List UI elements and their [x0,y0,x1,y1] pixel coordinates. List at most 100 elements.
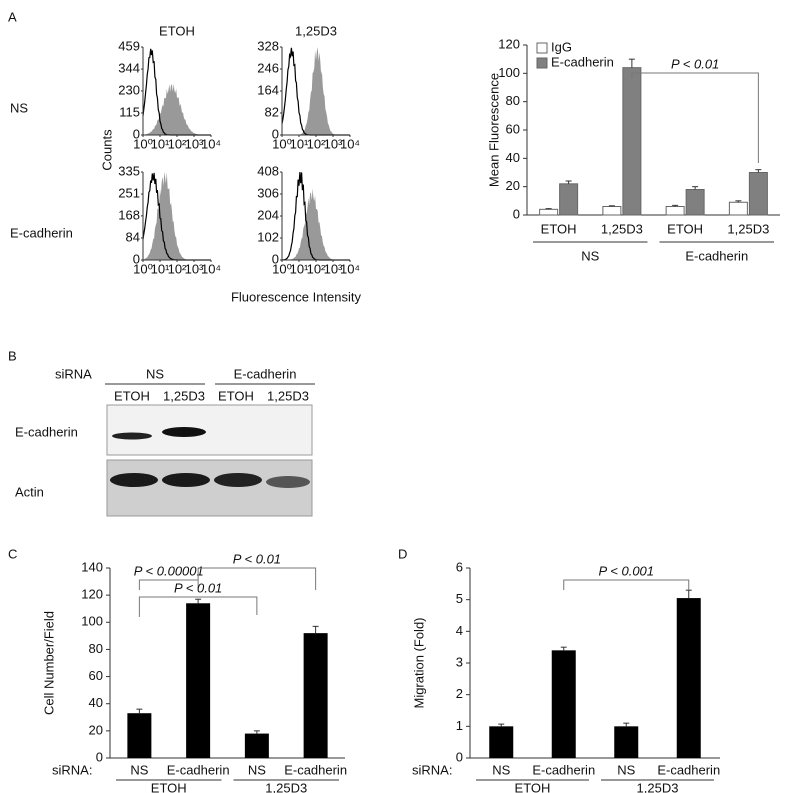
bar [244,733,269,758]
legend-swatch [536,57,548,69]
x-tick-label: 1,25D3 [601,221,643,236]
lane-label: 1,25D3 [267,388,309,403]
x-tick-label: E-cadherin [657,762,720,777]
y-tick-label: 459 [118,38,140,53]
category-prefix: siRNA: [52,762,92,777]
y-tick-label: 40 [506,150,520,165]
bar [748,172,768,216]
significance-bracket [138,596,258,617]
blot-band [162,427,206,437]
y-tick-label: 0 [133,126,140,141]
y-tick-label: 80 [506,93,520,108]
group-label: E-cadherin [234,366,297,381]
y-tick-label: 251 [118,186,140,201]
group-label: ETOH [515,780,551,793]
lane-label: ETOH [114,388,150,403]
row-label: E-cadherin [10,225,73,240]
y-axis-label: Migration (Fold) [411,617,426,708]
group-label: NS [146,366,164,381]
histogram-area [282,188,350,260]
bar [539,208,559,216]
y-tick-label: 246 [257,60,279,75]
x-tick-label: E-cadherin [284,762,347,777]
blot-band [214,473,262,487]
y-tick-label: 0 [456,749,463,764]
x-tick-label: 10² [307,261,326,276]
y-tick-label: 230 [118,82,140,97]
lane-label: ETOH [218,388,254,403]
significance-label: P < 0.01 [233,551,281,566]
x-tick-label: NS [248,762,266,777]
bar [127,713,152,758]
y-axis-label: Mean Fluorescence [486,73,501,187]
row-label: NS [10,100,28,115]
category-prefix: siRNA: [412,762,452,777]
row-label: Actin [15,484,44,499]
bar [622,67,642,216]
y-tick-label: 344 [118,60,140,75]
significance-label: P < 0.01 [671,56,719,71]
bar [186,603,211,758]
x-tick-label: 10⁰ [133,261,153,276]
x-tick-label: 10² [307,136,326,151]
y-tick-label: 20 [89,722,103,737]
group-label: 1,25D3 [265,780,307,793]
significance-bracket [631,72,759,163]
y-tick-label: 6 [456,559,463,574]
lane-label: 1,25D3 [163,388,205,403]
y-tick-label: 100 [81,614,103,629]
significance-label: P < 0.00001 [134,563,204,578]
y-axis-label: Counts [99,129,114,171]
legend-label: IgG [551,39,572,54]
panel-label: C [8,546,17,561]
y-tick-label: 120 [498,36,520,51]
panel-label: A [8,9,17,24]
y-tick-label: 204 [257,207,279,222]
y-tick-label: 4 [456,623,463,638]
x-tick-label: 10⁰ [272,136,292,151]
legend-swatch [536,42,548,54]
bar [665,206,685,216]
x-tick-label: 10¹ [151,136,170,151]
x-tick-label: 10² [168,261,187,276]
sirna-label: siRNA [55,366,92,381]
x-tick-label: 1,25D3 [727,221,769,236]
group-label: 1,25D3 [637,780,679,793]
x-tick-label: 10³ [324,136,343,151]
significance-label: P < 0.01 [174,580,222,595]
y-tick-label: 0 [272,251,279,266]
x-tick-label: 10⁴ [340,136,360,151]
column-label: 1,25D3 [295,23,337,38]
significance-bracket [138,579,199,590]
y-tick-label: 140 [81,559,103,574]
x-tick-label: 10³ [185,136,204,151]
x-tick-label: 10⁴ [201,261,221,276]
bar [551,650,576,758]
y-tick-label: 115 [119,104,140,119]
bar [614,726,639,758]
bar [676,598,701,758]
y-tick-label: 82 [265,104,279,119]
x-tick-label: 10⁴ [340,261,360,276]
blot-images [106,404,313,517]
column-label: ETOH [159,23,195,38]
x-tick-label: 10⁰ [133,136,153,151]
significance-label: P < 0.001 [598,563,654,578]
blot-actin [106,459,313,517]
significance-bracket [563,579,690,590]
x-axis-label: Fluorescence Intensity [231,289,362,304]
bar [602,206,622,216]
x-tick-label: ETOH [667,221,703,236]
blot-ecadherin [106,404,313,456]
panel-label: B [8,348,17,363]
y-tick-label: 328 [257,38,279,53]
y-tick-label: 40 [89,695,103,710]
significance-bracket [197,567,317,590]
y-tick-label: 100 [498,65,520,80]
y-tick-label: 60 [506,121,520,136]
y-tick-label: 80 [89,641,103,656]
y-tick-label: 408 [257,163,279,178]
x-tick-label: 10⁰ [272,261,292,276]
y-axis-label: Cell Number/Field [41,611,56,715]
y-tick-label: 120 [81,587,103,602]
